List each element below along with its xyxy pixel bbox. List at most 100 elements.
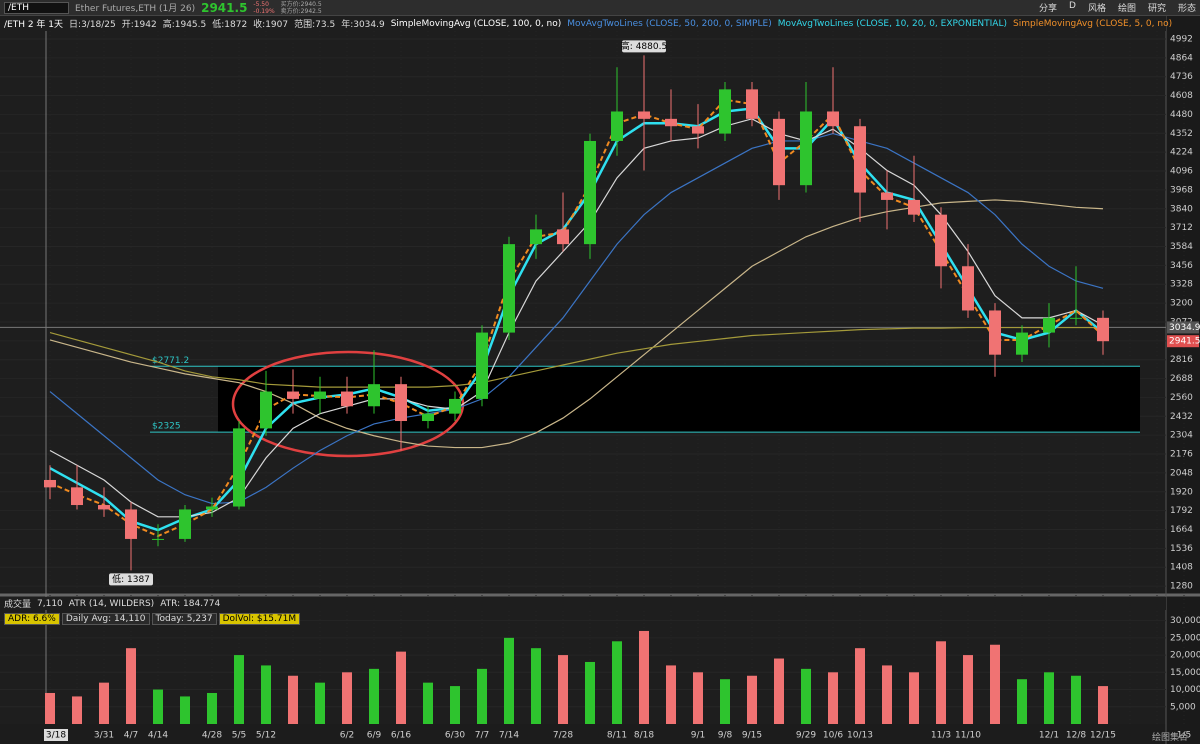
volume-bar bbox=[153, 689, 163, 724]
x-tick-label: 3/31 bbox=[94, 731, 114, 741]
y-tick-label: 2304 bbox=[1170, 431, 1193, 441]
candle-body bbox=[665, 118, 677, 127]
volume-bar bbox=[855, 648, 865, 724]
candle-body bbox=[179, 509, 191, 539]
candle-body bbox=[962, 266, 974, 311]
volume-bar bbox=[450, 686, 460, 724]
volume-bar bbox=[1017, 679, 1027, 724]
volume-bar bbox=[666, 665, 676, 724]
stats: ADR: 6.6% Daily Avg: 14,110 Today: 5,237 Do… bbox=[0, 612, 304, 626]
candle-body bbox=[989, 310, 1001, 355]
range-box bbox=[218, 366, 1140, 433]
candle-body bbox=[71, 487, 83, 506]
price-tag bbox=[1167, 321, 1199, 334]
header: /ETH 2 年 1天 日:3/18/25 开:1942 高:1945.5 低:… bbox=[0, 16, 1172, 31]
y-tick-label: 4480 bbox=[1170, 110, 1193, 120]
v-tick-label: 25,000 bbox=[1170, 633, 1200, 643]
stat-box: ADR: 6.6% bbox=[4, 613, 60, 625]
low: 低:1872 bbox=[212, 20, 248, 30]
x-tick-label: 4/7 bbox=[124, 731, 138, 741]
high: 高:1945.5 bbox=[162, 20, 207, 30]
x-tick-label: 11/10 bbox=[955, 731, 981, 741]
x-tick-label: 5/5 bbox=[232, 731, 246, 741]
toolbar-button[interactable]: 形态 bbox=[1177, 4, 1196, 14]
y-tick-label: 3328 bbox=[1170, 280, 1193, 290]
x-tick-label: 9/8 bbox=[718, 731, 733, 741]
volume-bar bbox=[828, 672, 838, 724]
price-tag-label: 3034.9 bbox=[1169, 323, 1200, 333]
x-tick-label: 7/7 bbox=[475, 731, 489, 741]
candle-body bbox=[206, 506, 218, 510]
volume-title: 成交量 bbox=[4, 600, 32, 610]
candle-body bbox=[557, 229, 569, 245]
ask: 卖方价:2942.5 bbox=[280, 7, 322, 15]
legend-entry: SimpleMovingAvg (CLOSE, 100, 0, no) bbox=[390, 18, 562, 29]
study-line bbox=[49, 326, 1103, 388]
volume-bar bbox=[207, 692, 217, 724]
volume-bar bbox=[234, 655, 244, 724]
candle-body bbox=[287, 391, 299, 399]
volume-bar bbox=[72, 696, 82, 724]
x-tick-label: 11/3 bbox=[931, 731, 951, 741]
x-tick-label: 4/28 bbox=[202, 731, 222, 741]
toolbar-button[interactable]: D bbox=[1069, 1, 1076, 11]
annotation-label: 高: 4880.5 bbox=[621, 40, 667, 52]
y-tick-label: 4864 bbox=[1170, 53, 1193, 63]
volume-bar bbox=[261, 665, 271, 724]
candle-body bbox=[773, 118, 785, 186]
y-tick-label: 2048 bbox=[1170, 468, 1193, 478]
x-tick-label: 9/1 bbox=[691, 731, 705, 741]
candle-body bbox=[476, 332, 488, 399]
volume-bar bbox=[342, 672, 352, 724]
volume-bar bbox=[504, 637, 514, 724]
last-price: 2941.5 bbox=[201, 0, 248, 15]
description: Ether Futures,ETH (1月 26) bbox=[75, 4, 196, 14]
toolbar-button[interactable]: 绘图 bbox=[1117, 4, 1136, 14]
y-tick-label: 3840 bbox=[1170, 204, 1193, 214]
candle-body bbox=[530, 229, 542, 245]
annotation-box bbox=[109, 573, 153, 586]
x-tick-label: 8/11 bbox=[607, 731, 627, 741]
toolbar-button[interactable]: 风格 bbox=[1087, 4, 1106, 14]
volume-bar bbox=[1071, 675, 1081, 724]
toolbar-button[interactable]: 研究 bbox=[1147, 4, 1166, 14]
volume-bar bbox=[558, 655, 568, 724]
x-tick-label: 6/30 bbox=[445, 731, 465, 741]
atr-value: ATR: 184.774 bbox=[160, 598, 221, 609]
y-tick-label: 2560 bbox=[1170, 393, 1193, 403]
y-tick-label: 3456 bbox=[1170, 261, 1193, 271]
x-tick-label: 12/1 bbox=[1039, 731, 1059, 741]
candle-body bbox=[422, 413, 434, 422]
change: -5.50 bbox=[253, 0, 269, 8]
x-tick-label: 10/13 bbox=[847, 731, 873, 741]
volume-bar bbox=[936, 641, 946, 724]
volume-bar bbox=[612, 641, 622, 724]
candle-body bbox=[503, 244, 515, 333]
volume-bar bbox=[99, 682, 109, 724]
candle-body bbox=[449, 398, 461, 414]
price-tag bbox=[1167, 335, 1199, 348]
toolbar-button[interactable]: 分享 bbox=[1038, 4, 1057, 14]
candle-body bbox=[1070, 317, 1082, 319]
level-label: $2771.2 bbox=[152, 356, 189, 366]
candle-body bbox=[152, 538, 164, 540]
study-line bbox=[49, 199, 1104, 449]
y-tick-label: 3200 bbox=[1170, 299, 1193, 309]
y-tick-label: 2432 bbox=[1170, 412, 1193, 422]
y-tick-label: 1664 bbox=[1170, 525, 1193, 535]
candle-body bbox=[1043, 317, 1055, 333]
x-tick-label: 6/9 bbox=[367, 731, 382, 741]
close: 收:1907 bbox=[253, 20, 289, 30]
y-tick-label: 1408 bbox=[1170, 563, 1193, 573]
y-tick-label: 2176 bbox=[1170, 450, 1193, 460]
volume-bar bbox=[288, 675, 298, 724]
volume-bar bbox=[801, 668, 811, 724]
toolbar: /ETH Ether Futures,ETH (1月 26) 2941.5 -5… bbox=[0, 0, 1200, 16]
legend-entry: MovAvgTwoLines (CLOSE, 50, 200, 0, SIMPL… bbox=[567, 18, 772, 29]
volume-bar bbox=[909, 672, 919, 724]
volume-bar bbox=[396, 651, 406, 724]
volume-bar bbox=[126, 648, 136, 724]
symbol[interactable]: /ETH bbox=[4, 1, 69, 14]
candle-body bbox=[827, 111, 839, 127]
